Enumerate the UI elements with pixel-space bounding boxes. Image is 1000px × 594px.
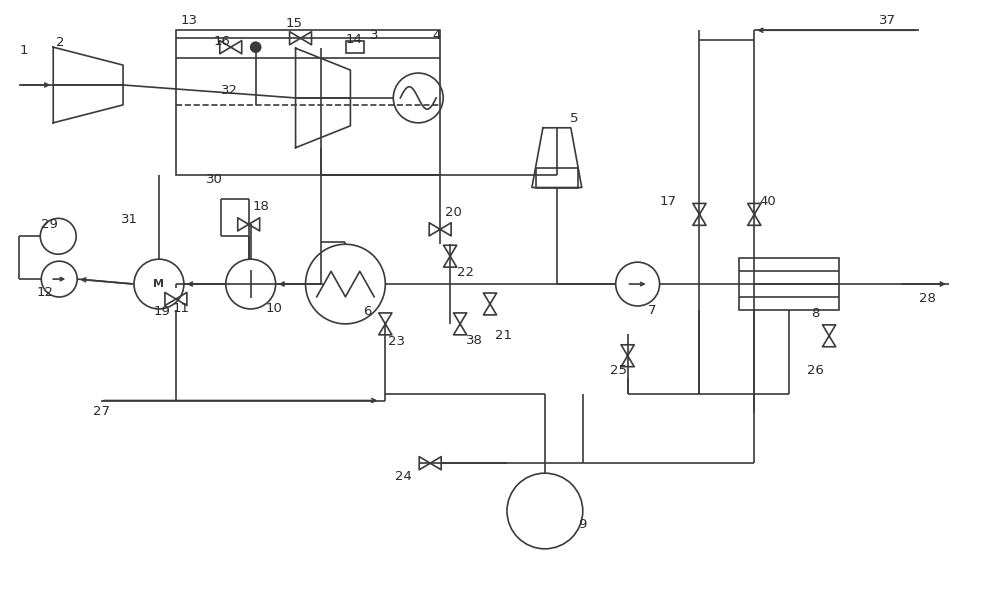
- Bar: [739, 258, 839, 310]
- Text: 16: 16: [214, 34, 231, 48]
- Text: 26: 26: [807, 364, 824, 377]
- Text: M: M: [153, 279, 164, 289]
- Text: 17: 17: [660, 195, 677, 208]
- Text: 4: 4: [432, 29, 441, 42]
- Text: 21: 21: [495, 329, 512, 342]
- Bar: [346, 41, 364, 53]
- Text: 27: 27: [93, 405, 110, 418]
- Text: 32: 32: [221, 84, 238, 97]
- Text: 18: 18: [253, 200, 270, 213]
- Text: 30: 30: [206, 173, 223, 186]
- Bar: [536, 168, 578, 188]
- Text: 13: 13: [181, 14, 198, 27]
- Text: 2: 2: [56, 36, 65, 49]
- Text: 28: 28: [919, 292, 936, 305]
- Text: 8: 8: [811, 308, 820, 320]
- Text: 37: 37: [879, 14, 896, 27]
- Text: 6: 6: [363, 305, 372, 318]
- Text: 38: 38: [466, 334, 483, 347]
- Text: 24: 24: [395, 470, 412, 483]
- Text: 15: 15: [286, 17, 303, 30]
- Text: 7: 7: [648, 305, 656, 317]
- Text: 10: 10: [266, 302, 283, 315]
- Text: 29: 29: [41, 218, 58, 231]
- Circle shape: [251, 42, 261, 52]
- Bar: [176, 30, 440, 175]
- Text: 3: 3: [370, 29, 379, 42]
- Text: 40: 40: [759, 195, 776, 208]
- Text: 25: 25: [610, 364, 627, 377]
- Text: 12: 12: [36, 286, 53, 299]
- Text: 19: 19: [154, 305, 171, 318]
- Text: 11: 11: [173, 302, 190, 315]
- Text: 31: 31: [121, 213, 138, 226]
- Text: 5: 5: [570, 112, 578, 125]
- Text: 1: 1: [19, 44, 28, 56]
- Text: 22: 22: [457, 266, 474, 279]
- Text: 14: 14: [345, 33, 362, 46]
- Text: 9: 9: [578, 519, 586, 532]
- Text: 23: 23: [388, 335, 405, 348]
- Text: 20: 20: [445, 206, 462, 219]
